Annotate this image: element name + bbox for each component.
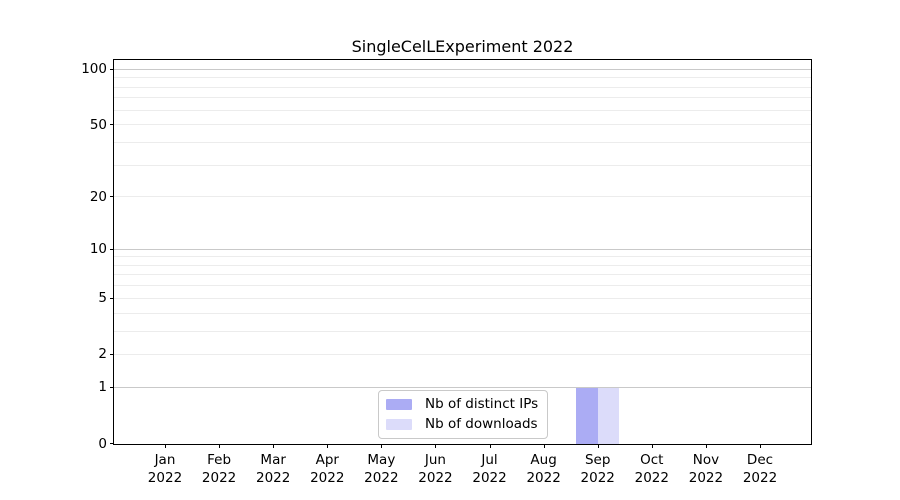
x-tick-month: Jun: [424, 452, 446, 468]
x-tick-label: Jun 2022: [418, 452, 452, 487]
x-tick-month: Mar: [260, 452, 286, 468]
y-tick-label: 10: [89, 240, 107, 257]
x-tick-label: Feb 2022: [202, 452, 236, 487]
gridline-minor: [114, 77, 811, 79]
x-tick-label: Apr 2022: [310, 452, 344, 487]
gridline-minor: [114, 124, 811, 126]
x-tick-year: 2022: [634, 469, 669, 486]
gridline-major: [114, 68, 811, 70]
y-tick-mark: [110, 196, 114, 198]
x-tick-year: 2022: [742, 469, 778, 486]
x-tick-month: Nov: [692, 452, 720, 468]
x-tick-year: 2022: [580, 469, 615, 486]
x-tick-label: Mar 2022: [256, 452, 290, 487]
x-tick-mark: [219, 444, 221, 448]
legend-label-downloads: Nb of downloads: [425, 416, 538, 433]
chart-title: SingleCelLExperiment 2022: [351, 37, 574, 56]
y-tick-mark: [110, 386, 114, 388]
x-tick-mark: [543, 444, 545, 448]
x-tick-label: Sep 2022: [581, 452, 615, 487]
x-tick-label: May 2022: [364, 452, 398, 487]
gridline-minor: [114, 109, 811, 111]
gridline-minor: [114, 297, 811, 299]
x-tick-year: 2022: [418, 469, 453, 486]
x-tick-year: 2022: [201, 469, 237, 486]
x-tick-mark: [164, 444, 166, 448]
x-tick-year: 2022: [688, 469, 724, 486]
x-tick-mark: [651, 444, 653, 448]
x-tick-month: Apr: [315, 452, 339, 468]
x-tick-label: Dec 2022: [743, 452, 777, 487]
y-tick-mark: [110, 353, 114, 355]
y-tick-label: 1: [98, 379, 107, 396]
y-tick-mark: [110, 124, 114, 126]
legend: Nb of distinct IPs Nb of downloads: [378, 390, 549, 439]
x-tick-label: Oct 2022: [635, 452, 669, 487]
gridline-minor: [114, 285, 811, 287]
bar-distinct-ips: [576, 387, 598, 444]
y-tick-label: 5: [98, 289, 107, 306]
gridline-minor: [114, 312, 811, 314]
legend-label-distinct-ips: Nb of distinct IPs: [425, 396, 539, 413]
x-tick-month: Aug: [530, 452, 557, 468]
x-tick-month: Feb: [207, 452, 232, 468]
gridline-minor: [114, 264, 811, 266]
gridline-minor: [114, 86, 811, 88]
x-tick-month: Jan: [154, 452, 176, 468]
legend-swatch-downloads: [386, 419, 412, 431]
gridline-minor: [114, 141, 811, 143]
x-tick-mark: [597, 444, 599, 448]
bar-downloads: [597, 387, 620, 444]
y-tick-mark: [110, 297, 114, 299]
gridline-major: [114, 386, 811, 388]
gridline-minor: [114, 196, 811, 198]
x-tick-year: 2022: [472, 469, 507, 486]
gridline-major: [114, 248, 811, 250]
x-tick-mark: [760, 444, 761, 448]
y-tick-label: 0: [98, 435, 107, 452]
x-tick-mark: [327, 444, 329, 448]
x-tick-month: Sep: [584, 452, 611, 468]
x-tick-year: 2022: [255, 469, 291, 486]
gridline-minor: [114, 164, 811, 166]
x-tick-label: Aug 2022: [526, 452, 560, 487]
legend-swatch-distinct-ips: [386, 399, 412, 411]
y-tick-mark: [110, 68, 114, 70]
x-tick-year: 2022: [526, 469, 561, 486]
x-tick-month: Jul: [481, 452, 498, 468]
x-tick-mark: [489, 444, 491, 448]
gridline-minor: [114, 330, 811, 332]
x-tick-mark: [435, 444, 437, 448]
plot-area: Dec 2022 Nov 2022 Oct 2022 Sep 2022 Aug 2022 Jul 20…: [81, 59, 812, 486]
y-tick-label: 20: [89, 188, 107, 205]
x-tick-month: May: [367, 452, 396, 468]
y-tick-label: 100: [81, 61, 107, 78]
y-tick-label: 2: [98, 346, 107, 363]
y-tick-mark: [110, 248, 114, 250]
gridline-minor: [114, 97, 811, 99]
x-tick-month: Dec: [746, 452, 774, 468]
x-tick-label: Nov 2022: [689, 452, 723, 487]
legend-item-distinct-ips: Nb of distinct IPs: [386, 396, 538, 413]
x-tick-mark: [273, 444, 275, 448]
x-tick-year: 2022: [147, 469, 183, 486]
x-tick-mark: [705, 444, 707, 448]
y-tick-mark: [110, 443, 114, 444]
x-tick-year: 2022: [310, 469, 345, 486]
gridline-minor: [114, 274, 811, 276]
x-tick-label: Jul 2022: [472, 452, 506, 487]
gridline-minor: [114, 353, 811, 355]
x-tick-mark: [381, 444, 383, 448]
gridline-minor: [114, 256, 811, 258]
x-tick-year: 2022: [364, 469, 399, 486]
x-tick-label: Jan 2022: [148, 452, 182, 487]
x-tick-month: Oct: [640, 452, 664, 468]
legend-item-downloads: Nb of downloads: [386, 416, 538, 433]
y-tick-label: 50: [89, 116, 107, 133]
